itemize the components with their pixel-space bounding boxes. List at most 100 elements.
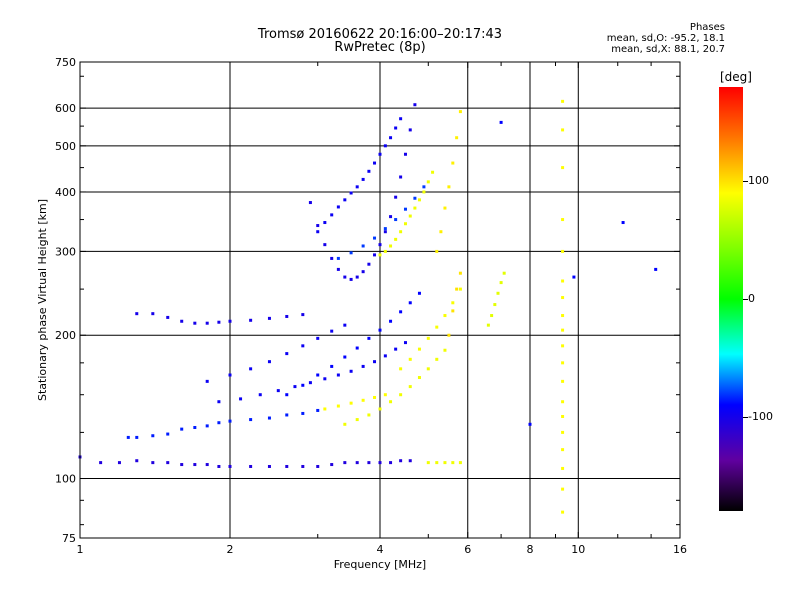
data-point: [378, 253, 382, 257]
data-point: [561, 128, 565, 132]
data-point: [389, 461, 393, 465]
data-point: [408, 301, 412, 305]
data-point: [561, 166, 565, 170]
data-point: [383, 144, 387, 148]
data-point: [378, 461, 382, 465]
data-point: [399, 175, 403, 179]
data-point: [394, 218, 398, 222]
data-point: [349, 251, 353, 255]
data-point: [285, 314, 289, 318]
data-point: [316, 224, 320, 228]
data-point: [496, 291, 500, 295]
data-point: [447, 333, 451, 337]
data-point: [373, 236, 377, 240]
data-point: [417, 198, 421, 202]
stats-x-mode: mean, sd,X: 88.1, 20.7: [611, 44, 725, 55]
y-tick-label: 75: [62, 532, 76, 545]
data-point: [383, 354, 387, 358]
chart-title: Tromsø 20160622 20:16:00–20:17:43: [257, 27, 503, 42]
data-point: [383, 393, 387, 397]
data-point: [417, 347, 421, 351]
data-point: [180, 319, 184, 323]
data-point: [447, 185, 451, 189]
data-point: [399, 367, 403, 371]
data-point: [486, 323, 490, 327]
data-point: [373, 161, 377, 165]
data-point: [323, 243, 327, 247]
data-point: [343, 461, 347, 465]
x-tick-label: 10: [571, 543, 585, 556]
data-point: [378, 152, 382, 156]
data-point: [355, 346, 359, 350]
data-point: [408, 128, 412, 132]
data-point: [336, 256, 340, 260]
data-point: [330, 364, 334, 368]
data-point: [267, 416, 271, 420]
data-point: [422, 185, 426, 189]
data-point: [561, 328, 565, 332]
data-point: [443, 206, 447, 210]
data-point: [426, 367, 430, 371]
data-point: [389, 400, 393, 404]
data-point: [455, 136, 459, 140]
data-point: [458, 461, 462, 465]
data-point: [435, 357, 439, 361]
data-point: [343, 422, 347, 426]
data-point: [561, 296, 565, 300]
data-point: [349, 191, 353, 195]
data-point: [336, 267, 340, 271]
data-point: [367, 262, 371, 266]
data-point: [403, 341, 407, 345]
data-point: [117, 461, 121, 465]
data-point: [561, 344, 565, 348]
data-point: [561, 279, 565, 283]
stats-title: Phases: [689, 22, 725, 33]
data-point: [394, 347, 398, 351]
data-point: [426, 461, 430, 465]
data-point: [383, 230, 387, 234]
data-point: [408, 385, 412, 389]
data-point: [343, 355, 347, 359]
data-point: [135, 459, 139, 463]
data-point: [180, 427, 184, 431]
colorbar-tick-mark: [743, 181, 748, 183]
data-point: [308, 381, 312, 385]
data-point: [361, 177, 365, 181]
data-point: [193, 463, 197, 467]
data-point: [373, 395, 377, 399]
data-point: [394, 126, 398, 130]
data-point: [443, 348, 447, 352]
data-point: [336, 205, 340, 209]
data-point: [349, 277, 353, 281]
data-point: [267, 360, 271, 364]
x-tick-label: 2: [227, 543, 234, 556]
data-point: [561, 430, 565, 434]
data-point: [417, 291, 421, 295]
data-point: [349, 369, 353, 373]
stats-o-mode: mean, sd,O: -95.2, 18.1: [606, 33, 725, 44]
data-point: [413, 196, 417, 200]
data-point: [217, 400, 221, 404]
data-point: [399, 459, 403, 463]
data-point: [239, 397, 243, 401]
data-point: [205, 424, 209, 428]
data-point: [367, 336, 371, 340]
y-tick-label: 300: [55, 245, 76, 258]
data-point: [205, 379, 209, 383]
data-point: [422, 190, 426, 194]
data-point: [654, 267, 658, 271]
data-point: [431, 170, 435, 174]
x-tick-label: 16: [673, 543, 687, 556]
data-point: [394, 195, 398, 199]
data-point: [316, 464, 320, 468]
x-tick-label: 4: [377, 543, 384, 556]
x-axis-label: Frequency [MHz]: [334, 558, 426, 571]
data-point: [316, 373, 320, 377]
data-point: [361, 244, 365, 248]
data-point: [378, 243, 382, 247]
data-point: [301, 464, 305, 468]
data-point: [249, 418, 253, 422]
data-point: [561, 218, 565, 222]
data-point: [502, 271, 506, 275]
